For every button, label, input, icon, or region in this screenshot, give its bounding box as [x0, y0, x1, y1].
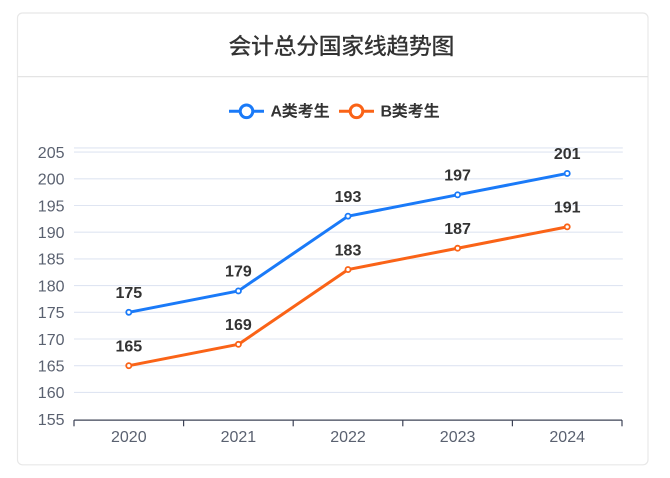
svg-text:170: 170: [38, 332, 65, 349]
svg-text:183: 183: [335, 242, 362, 259]
svg-text:190: 190: [38, 225, 65, 242]
svg-text:165: 165: [115, 338, 142, 355]
svg-text:180: 180: [38, 278, 65, 295]
svg-text:197: 197: [444, 168, 471, 185]
svg-text:175: 175: [38, 305, 65, 322]
svg-text:185: 185: [38, 252, 65, 269]
svg-text:165: 165: [38, 359, 65, 376]
svg-text:193: 193: [335, 189, 362, 206]
svg-text:179: 179: [225, 264, 252, 281]
svg-text:2023: 2023: [440, 429, 476, 446]
svg-text:191: 191: [554, 200, 581, 217]
svg-text:A: A: [271, 104, 283, 121]
svg-text:169: 169: [225, 317, 252, 334]
svg-text:160: 160: [38, 385, 65, 402]
svg-text:2022: 2022: [330, 429, 366, 446]
svg-text:2020: 2020: [111, 429, 147, 446]
svg-text:187: 187: [444, 221, 471, 238]
svg-text:175: 175: [115, 285, 142, 302]
svg-text:205: 205: [38, 145, 65, 162]
svg-text:200: 200: [38, 172, 65, 189]
svg-text:155: 155: [38, 412, 65, 429]
svg-text:2021: 2021: [221, 429, 257, 446]
svg-text:195: 195: [38, 198, 65, 215]
svg-text:B: B: [381, 104, 393, 121]
svg-text:2024: 2024: [549, 429, 585, 446]
svg-text:201: 201: [554, 146, 581, 163]
